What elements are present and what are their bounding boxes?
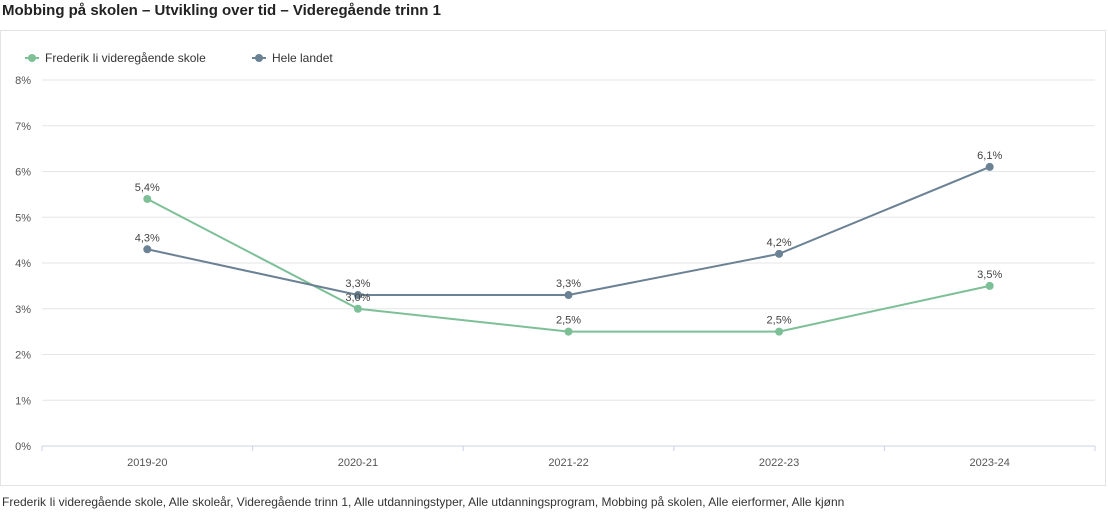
data-label: 3,0%: [345, 292, 370, 304]
y-tick-label: 5%: [15, 212, 31, 224]
data-point: [143, 194, 152, 203]
data-label: 3,3%: [345, 278, 370, 290]
data-label: 6,1%: [977, 150, 1002, 162]
x-tick-label: 2019-20: [127, 457, 167, 469]
page-title: Mobbing på skolen – Utvikling over tid –…: [2, 2, 441, 19]
data-point: [353, 291, 362, 300]
legend-label: Frederik Ii videregående skole: [45, 51, 206, 65]
filter-summary: Frederik Ii videregående skole, Alle sko…: [2, 495, 845, 509]
data-point: [985, 281, 994, 290]
y-tick-label: 4%: [15, 258, 31, 270]
data-point: [353, 304, 362, 313]
x-tick-label: 2021-22: [548, 457, 588, 469]
line-chart: 0% 1% 2% 3% 4% 5% 6% 7% 8% 2019-20 2020-21 2021-22 2…: [15, 51, 1096, 469]
y-tick-label: 2%: [15, 350, 31, 362]
data-label: 3,5%: [977, 269, 1002, 281]
y-tick-label: 8%: [15, 75, 31, 87]
data-point: [775, 249, 784, 258]
y-tick-label: 7%: [15, 121, 31, 133]
data-label: 3,3%: [556, 278, 581, 290]
legend-marker: [255, 54, 263, 62]
x-tick-label: 2022-23: [759, 457, 799, 469]
data-point: [564, 327, 573, 336]
legend-marker: [28, 54, 36, 62]
data-point: [985, 162, 994, 171]
y-tick-label: 1%: [15, 395, 31, 407]
data-point: [564, 291, 573, 300]
legend-label: Hele landet: [272, 51, 333, 65]
y-tick-label: 3%: [15, 304, 31, 316]
data-label: 2,5%: [767, 315, 792, 327]
x-tick-label: 2020-21: [338, 457, 378, 469]
data-point: [775, 327, 784, 336]
x-tick-label: 2023-24: [970, 457, 1010, 469]
chart-container: 0% 1% 2% 3% 4% 5% 6% 7% 8% 2019-20 2020-21 2021-22 2…: [0, 30, 1106, 486]
series-line: [147, 166, 991, 297]
y-tick-label: 0%: [15, 441, 31, 453]
data-label: 2,5%: [556, 315, 581, 327]
y-tick-label: 6%: [15, 167, 31, 179]
data-point: [143, 245, 152, 254]
data-label: 5,4%: [135, 182, 160, 194]
data-label: 4,2%: [767, 237, 792, 249]
data-label: 4,3%: [135, 232, 160, 244]
